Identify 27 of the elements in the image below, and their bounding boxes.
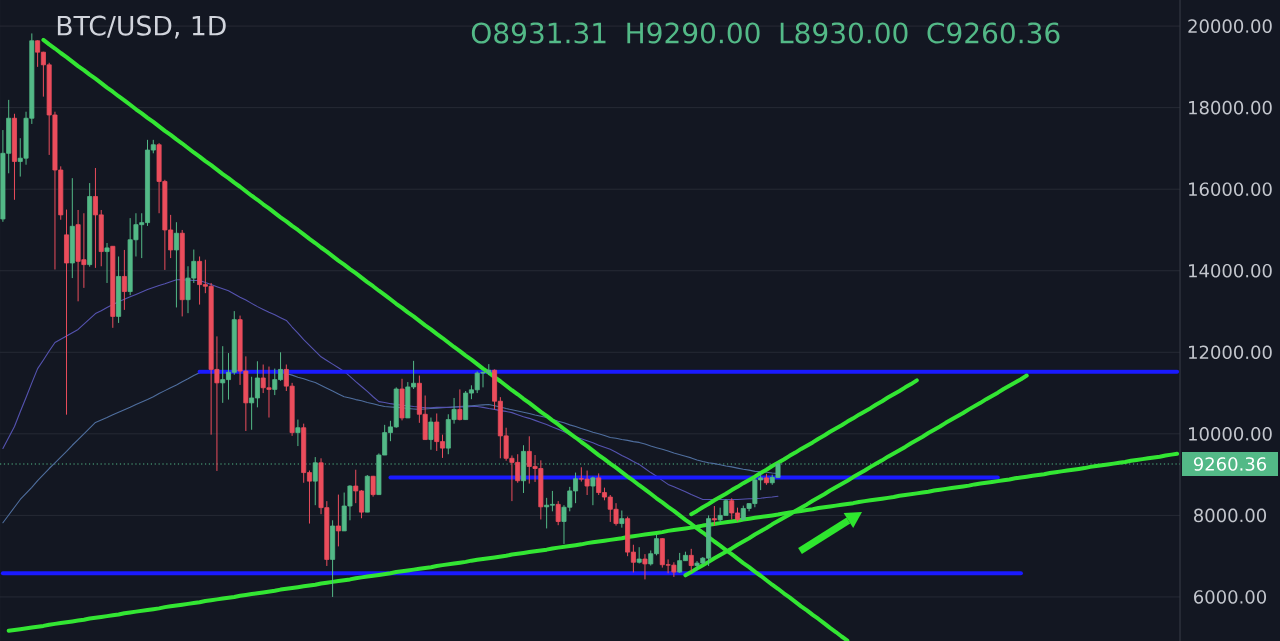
candlestick [711, 505, 717, 527]
y-tick-label: 16000.00 [1189, 182, 1272, 196]
candlestick [457, 388, 463, 421]
annotation: H9290.00 [627, 22, 760, 44]
candlestick [590, 476, 596, 506]
annotation: C9260.36 [927, 22, 1060, 44]
candlestick [642, 553, 648, 580]
candlestick [688, 548, 694, 573]
y-tick-label: 18000.00 [1189, 100, 1272, 115]
candlestick [295, 419, 301, 447]
annotation: L8930.00 [780, 22, 908, 44]
line-series [689, 378, 919, 517]
candlestick [104, 242, 110, 284]
candlestick [121, 249, 127, 311]
candlestick [173, 221, 179, 308]
candlestick [555, 500, 561, 526]
ref-line-label: 9260.36 [1193, 457, 1267, 471]
text: BTC/USD, 1D [57, 15, 226, 39]
candlestick [428, 417, 434, 451]
y-tick-label: 12000.00 [1189, 345, 1272, 360]
y-tick-label: 6000.00 [1194, 590, 1267, 604]
y-tick-label: 10000.00 [1189, 427, 1272, 441]
y-tick-label: 20000.00 [1188, 19, 1272, 33]
annotation: O8931.31 [471, 22, 606, 44]
y-tick-label: 14000.00 [1189, 263, 1272, 278]
y-tick-label: 8000.00 [1194, 508, 1267, 523]
candlestick [335, 494, 341, 547]
